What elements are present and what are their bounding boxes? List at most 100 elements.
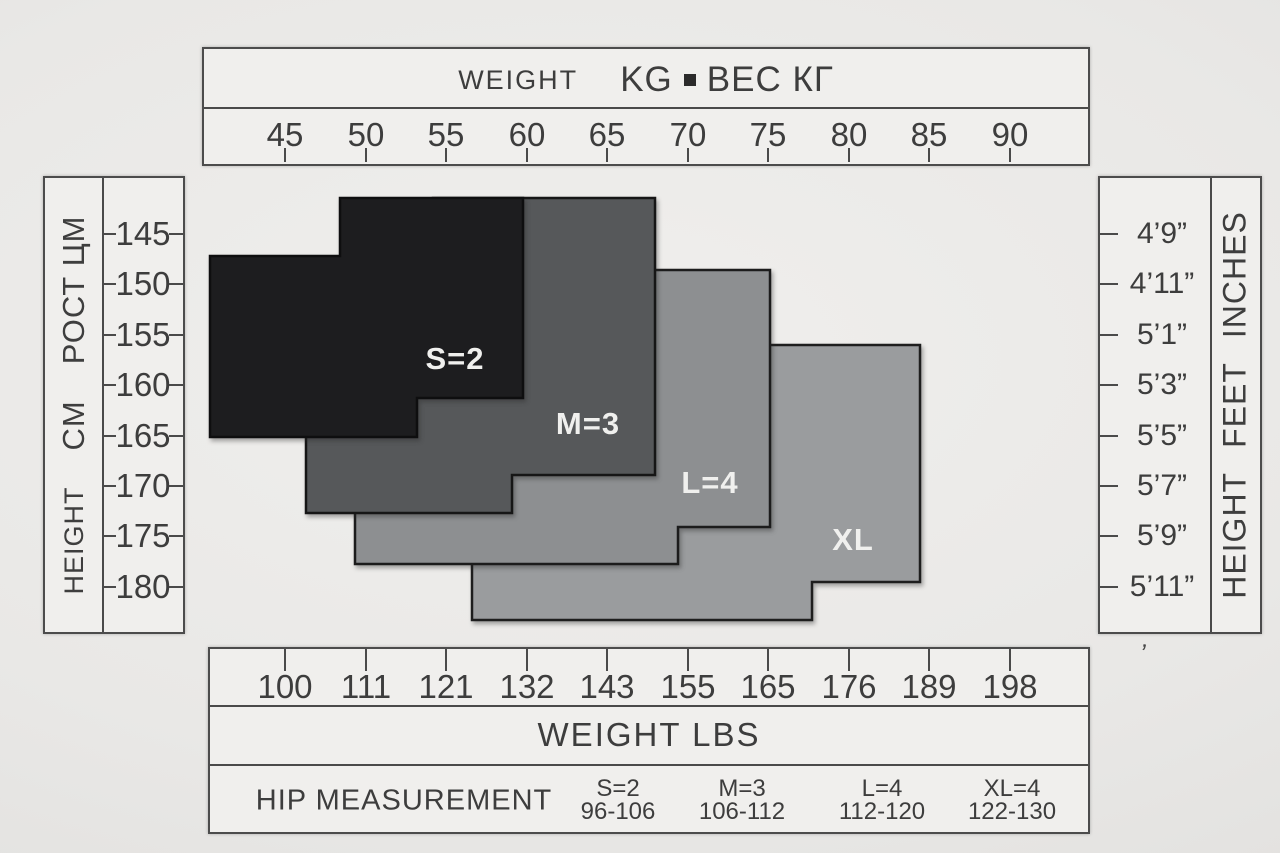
hip-size-l: L=4	[861, 775, 903, 802]
feet-tick-label: 5’1”	[1136, 318, 1188, 351]
kg-tick	[1009, 148, 1011, 162]
cm-tick	[169, 334, 183, 336]
lbs-axis-title: WEIGHT LBS	[537, 716, 761, 753]
cm-tick	[169, 435, 183, 437]
lbs-tick-label: 100	[257, 668, 313, 705]
size-region-s	[208, 196, 525, 439]
hip-size-s: S=2	[596, 775, 640, 802]
lbs-tick-label: 155	[660, 668, 716, 705]
cm-tick-label: 155	[115, 316, 171, 353]
feet-tick	[1100, 384, 1118, 386]
kg-tick	[928, 148, 930, 162]
cm-tick	[104, 233, 116, 235]
right-axis-word-inches: INCHES	[1216, 211, 1253, 339]
cm-tick	[104, 283, 116, 285]
hip-size-m: M=3	[718, 775, 766, 802]
left-axis-word-height: HEIGHT	[58, 486, 89, 595]
left-axis-word-cm: CM	[56, 400, 91, 451]
lbs-tick	[606, 649, 608, 671]
cm-tick	[169, 535, 183, 537]
feet-tick	[1100, 435, 1118, 437]
kg-tick-label: 70	[669, 116, 707, 153]
cm-tick-label: 160	[115, 366, 171, 403]
feet-tick-label: 4’9”	[1136, 217, 1188, 250]
kg-tick	[365, 148, 367, 162]
cm-tick	[169, 485, 183, 487]
kg-tick-label: 75	[749, 116, 787, 153]
size-region-label-xl: XL	[832, 522, 874, 557]
lbs-tick	[1009, 649, 1011, 671]
feet-tick-label: 5’7”	[1136, 469, 1188, 502]
kg-tick	[848, 148, 850, 162]
feet-tick-label: 5’9”	[1136, 519, 1188, 552]
kg-tick-label: 60	[508, 116, 546, 153]
cm-tick	[104, 485, 116, 487]
cm-tick	[169, 283, 183, 285]
kg-tick	[445, 148, 447, 162]
kg-tick-label: 65	[588, 116, 626, 153]
kg-tick	[606, 148, 608, 162]
lbs-tick-label: 189	[901, 668, 957, 705]
lbs-tick	[687, 649, 689, 671]
feet-tick	[1100, 283, 1118, 285]
right-axis-height-feet: HEIGHT FEET INCHES 4’9” 4’11” 5’1” 5’3” …	[1098, 176, 1262, 634]
right-axis-word-height: HEIGHT	[1216, 471, 1253, 599]
left-axis-divider	[102, 178, 104, 632]
kg-tick	[526, 148, 528, 162]
feet-tick	[1100, 586, 1118, 588]
cm-tick-label: 145	[115, 215, 171, 252]
bottom-axis-divider-1	[210, 705, 1088, 707]
lbs-tick	[526, 649, 528, 671]
kg-tick-label: 85	[910, 116, 948, 153]
lbs-tick-label: 176	[821, 668, 877, 705]
hip-range-s: 96-106	[580, 798, 656, 825]
cm-tick	[169, 384, 183, 386]
top-axis-title: WEIGHT KG ВЕС КГ	[204, 59, 1088, 101]
cm-tick	[104, 334, 116, 336]
right-axis-label: HEIGHT FEET INCHES	[1217, 211, 1254, 599]
lbs-tick	[848, 649, 850, 671]
hip-size-xl: XL=4	[983, 775, 1041, 802]
feet-tick	[1100, 233, 1118, 235]
lbs-tick	[284, 649, 286, 671]
kg-tick-label: 80	[830, 116, 868, 153]
lbs-tick-label: 165	[740, 668, 796, 705]
lbs-tick	[365, 649, 367, 671]
feet-tick-label: 5’3”	[1136, 368, 1188, 401]
lbs-tick-label: 121	[418, 668, 474, 705]
kg-tick	[767, 148, 769, 162]
lbs-tick-label: 132	[499, 668, 555, 705]
kg-tick-label: 90	[991, 116, 1029, 153]
kg-tick-label: 50	[347, 116, 385, 153]
feet-tick	[1100, 535, 1118, 537]
cm-tick	[104, 384, 116, 386]
kg-title: KG	[620, 60, 673, 99]
top-axis-divider	[204, 107, 1088, 109]
cm-tick	[104, 435, 116, 437]
bottom-axis-divider-2	[210, 764, 1088, 766]
cm-tick	[104, 535, 116, 537]
kg-tick-label: 55	[427, 116, 465, 153]
cm-tick-label: 165	[115, 417, 171, 454]
size-region-label-m: M=3	[556, 406, 620, 441]
right-axis-word-feet: FEET	[1216, 362, 1253, 448]
kg-tick	[687, 148, 689, 162]
left-axis-height-cm: HEIGHT CM РОСТ ЦМ 145 150 155 160 165 17…	[43, 176, 185, 634]
feet-tick-label: 5’5”	[1136, 419, 1188, 452]
hip-range-m: 106-112	[698, 798, 786, 825]
hip-measurement-label: HIP MEASUREMENT	[255, 784, 553, 817]
feet-tick	[1100, 334, 1118, 336]
lbs-tick	[928, 649, 930, 671]
size-region-label-l: L=4	[681, 465, 738, 500]
top-axis-weight-kg: WEIGHT KG ВЕС КГ 45 50 55 60 65 70 75 80…	[202, 47, 1090, 166]
weight-title-en: WEIGHT	[458, 64, 579, 95]
cm-tick-label: 170	[115, 467, 171, 504]
lbs-tick	[767, 649, 769, 671]
square-bullet-icon	[683, 74, 696, 86]
cm-tick-label: 150	[115, 265, 171, 302]
left-axis-word-rost: РОСТ ЦМ	[56, 215, 91, 365]
lbs-tick-label: 111	[340, 668, 392, 705]
lbs-tick-label: 143	[579, 668, 635, 705]
